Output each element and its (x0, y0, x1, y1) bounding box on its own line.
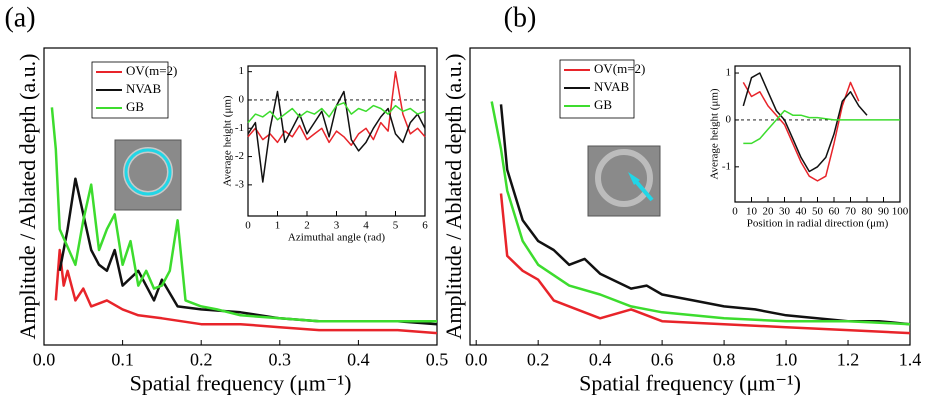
x-tick-label: 40 (796, 205, 808, 217)
series-line (54, 248, 438, 335)
x-tick-label: 70 (845, 205, 857, 217)
x-tick-label: 1.2 (837, 349, 860, 369)
series-line (247, 102, 426, 124)
x-tick-label: 3 (334, 219, 340, 231)
y-tick-label: -2 (235, 150, 244, 162)
x-tick-label: 10 (746, 205, 758, 217)
x-tick-label: 50 (812, 205, 824, 217)
y-axis-label: Amplitude / Ablated depth (a.u.) (15, 54, 40, 340)
y-axis-label: Amplitude / Ablated depth (a.u.) (441, 54, 466, 340)
panel-label: (b) (504, 2, 537, 33)
y-tick-label: -1 (722, 160, 731, 172)
series-line (247, 70, 426, 146)
x-axis-label: Spatial frequency (μm⁻¹) (579, 370, 801, 395)
y-axis-label: Average height (μm) (709, 88, 721, 180)
scan-circle (124, 148, 172, 196)
x-axis-label: Position in radial direction (μm) (747, 218, 889, 230)
series-line (499, 104, 911, 326)
series-line (743, 109, 900, 145)
x-tick-label: 5 (393, 219, 399, 231)
arrow-head (628, 172, 640, 185)
series-line (50, 107, 437, 323)
legend-label: GB (594, 97, 612, 112)
x-tick-label: 0.8 (713, 349, 736, 369)
x-tick-label: 1.4 (899, 349, 922, 369)
y-tick-label: -1 (235, 122, 244, 134)
x-tick-label: 20 (763, 205, 775, 217)
y-tick-label: 1 (726, 67, 732, 79)
x-tick-label: 100 (892, 205, 909, 217)
x-axis-label: Azimuthal angle (rad) (288, 232, 385, 244)
y-axis-label: Average height (μm) (222, 95, 234, 187)
legend-label: NVAB (594, 79, 629, 94)
series-line (499, 193, 911, 335)
x-tick-label: 2 (304, 219, 310, 231)
x-tick-label: 30 (779, 205, 791, 217)
y-tick-label: 0 (726, 113, 732, 125)
x-tick-label: 0.6 (651, 349, 674, 369)
x-tick-label: 0.2 (190, 349, 213, 369)
panel-label: (a) (4, 2, 35, 33)
x-tick-label: 1 (275, 219, 281, 231)
x-tick-label: 1.0 (775, 349, 798, 369)
x-tick-label: 0.0 (33, 349, 56, 369)
legend-label: GB (126, 99, 144, 114)
legend-label: NVAB (126, 81, 161, 96)
plot-frame (734, 65, 901, 203)
x-tick-label: 0 (245, 219, 251, 231)
crater (595, 149, 653, 207)
x-tick-label: 0.1 (111, 349, 134, 369)
legend-label: OV(m=2) (126, 63, 177, 78)
x-tick-label: 4 (363, 219, 369, 231)
y-tick-label: 1 (239, 65, 245, 77)
x-tick-label: 0.5 (426, 349, 449, 369)
x-tick-label: 60 (829, 205, 841, 217)
x-tick-label: 80 (862, 205, 874, 217)
legend-label: OV(m=2) (594, 61, 645, 76)
x-tick-label: 90 (878, 205, 890, 217)
x-tick-label: 0.4 (347, 349, 370, 369)
x-tick-label: 0 (732, 205, 738, 217)
series-line (742, 81, 860, 182)
sample-image-a (114, 139, 182, 211)
series-line (742, 72, 868, 173)
x-tick-label: 0.0 (465, 349, 488, 369)
y-tick-label: 0 (239, 93, 245, 105)
x-tick-label: 0.2 (527, 349, 550, 369)
x-tick-label: 0.4 (589, 349, 612, 369)
x-axis-label: Spatial frequency (μm⁻¹) (130, 370, 352, 395)
y-tick-label: -3 (235, 178, 245, 190)
sample-image-b (587, 145, 661, 217)
x-tick-label: 0.3 (269, 349, 292, 369)
x-tick-label: 6 (422, 219, 428, 231)
series-line (490, 101, 911, 326)
